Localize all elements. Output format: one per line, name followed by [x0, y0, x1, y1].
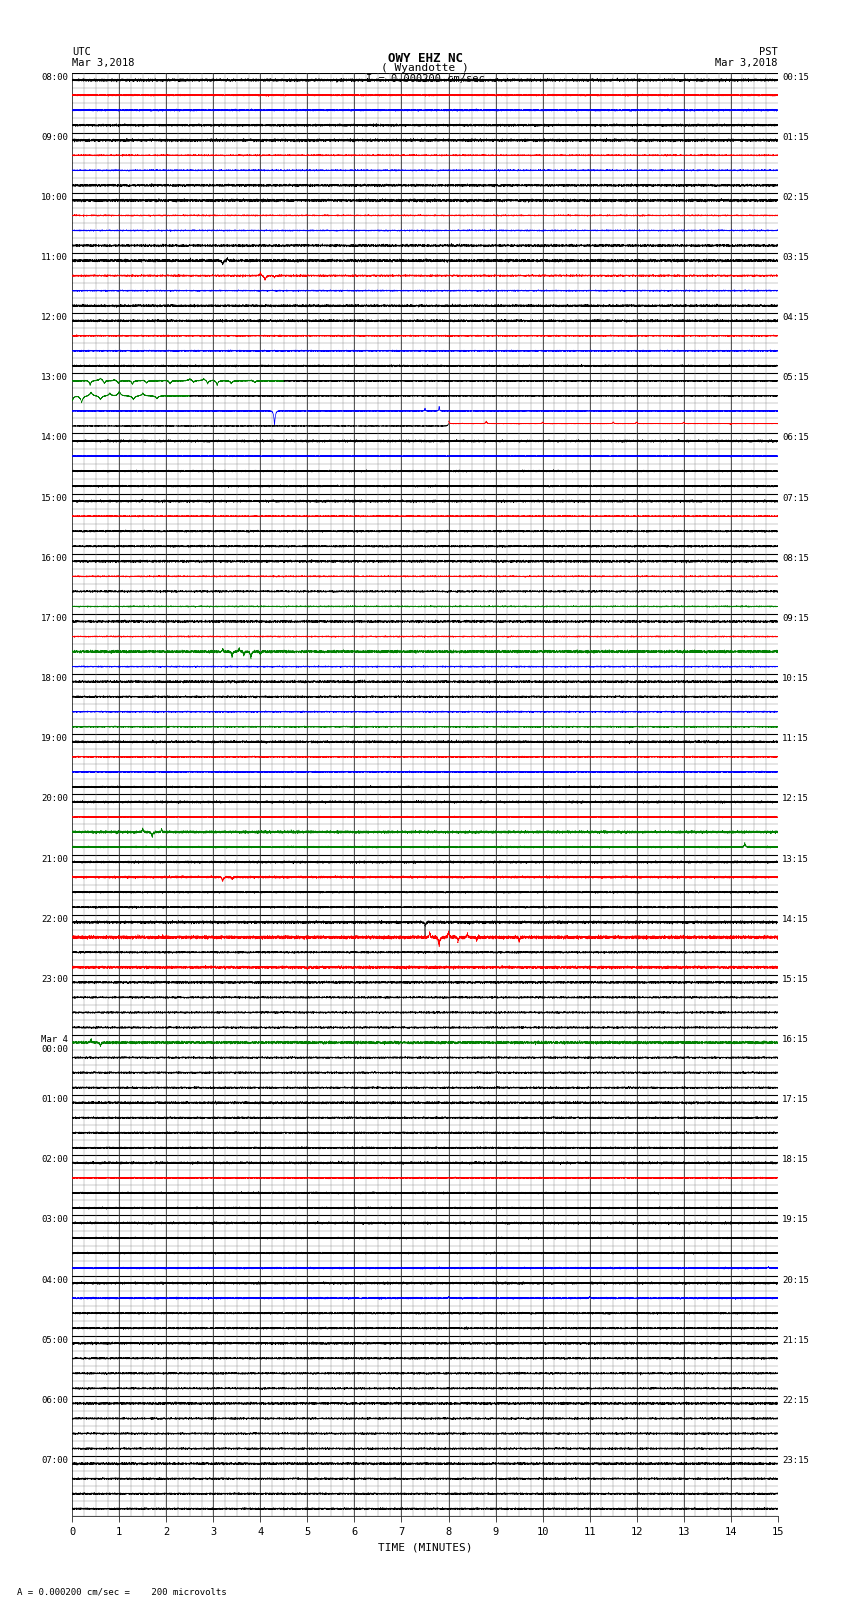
- Text: 18:00: 18:00: [41, 674, 68, 682]
- Text: 01:00: 01:00: [41, 1095, 68, 1105]
- Text: Mar 4
00:00: Mar 4 00:00: [41, 1036, 68, 1055]
- Text: OWY EHZ NC: OWY EHZ NC: [388, 52, 462, 65]
- Text: 13:00: 13:00: [41, 373, 68, 382]
- Text: 17:00: 17:00: [41, 615, 68, 623]
- Text: 03:00: 03:00: [41, 1216, 68, 1224]
- Text: 19:00: 19:00: [41, 734, 68, 744]
- Text: 23:15: 23:15: [782, 1457, 809, 1465]
- Text: 02:15: 02:15: [782, 194, 809, 202]
- Text: 01:15: 01:15: [782, 132, 809, 142]
- Text: PST: PST: [759, 47, 778, 56]
- Text: 11:15: 11:15: [782, 734, 809, 744]
- Text: 21:15: 21:15: [782, 1336, 809, 1345]
- Text: Mar 3,2018: Mar 3,2018: [72, 58, 135, 68]
- Text: 15:00: 15:00: [41, 494, 68, 503]
- X-axis label: TIME (MINUTES): TIME (MINUTES): [377, 1542, 473, 1552]
- Text: 16:00: 16:00: [41, 553, 68, 563]
- Text: 04:00: 04:00: [41, 1276, 68, 1284]
- Text: 08:00: 08:00: [41, 73, 68, 82]
- Text: 06:15: 06:15: [782, 434, 809, 442]
- Text: 05:00: 05:00: [41, 1336, 68, 1345]
- Text: A = 0.000200 cm/sec =    200 microvolts: A = 0.000200 cm/sec = 200 microvolts: [17, 1587, 227, 1597]
- Text: 06:00: 06:00: [41, 1395, 68, 1405]
- Text: Mar 3,2018: Mar 3,2018: [715, 58, 778, 68]
- Text: 08:15: 08:15: [782, 553, 809, 563]
- Text: UTC: UTC: [72, 47, 91, 56]
- Text: 20:15: 20:15: [782, 1276, 809, 1284]
- Text: 12:00: 12:00: [41, 313, 68, 323]
- Text: 10:00: 10:00: [41, 194, 68, 202]
- Text: 04:15: 04:15: [782, 313, 809, 323]
- Text: 18:15: 18:15: [782, 1155, 809, 1165]
- Text: 02:00: 02:00: [41, 1155, 68, 1165]
- Text: 19:15: 19:15: [782, 1216, 809, 1224]
- Text: 12:15: 12:15: [782, 795, 809, 803]
- Text: 14:15: 14:15: [782, 915, 809, 924]
- Text: 11:00: 11:00: [41, 253, 68, 261]
- Text: 05:15: 05:15: [782, 373, 809, 382]
- Text: 16:15: 16:15: [782, 1036, 809, 1044]
- Text: 23:00: 23:00: [41, 974, 68, 984]
- Text: 17:15: 17:15: [782, 1095, 809, 1105]
- Text: 09:00: 09:00: [41, 132, 68, 142]
- Text: 22:00: 22:00: [41, 915, 68, 924]
- Text: ( Wyandotte ): ( Wyandotte ): [381, 63, 469, 73]
- Text: 22:15: 22:15: [782, 1395, 809, 1405]
- Text: 20:00: 20:00: [41, 795, 68, 803]
- Text: 10:15: 10:15: [782, 674, 809, 682]
- Text: 07:00: 07:00: [41, 1457, 68, 1465]
- Text: 09:15: 09:15: [782, 615, 809, 623]
- Text: 07:15: 07:15: [782, 494, 809, 503]
- Text: 14:00: 14:00: [41, 434, 68, 442]
- Text: 21:00: 21:00: [41, 855, 68, 863]
- Text: 00:15: 00:15: [782, 73, 809, 82]
- Text: 13:15: 13:15: [782, 855, 809, 863]
- Text: I = 0.000200 cm/sec: I = 0.000200 cm/sec: [366, 74, 484, 84]
- Text: 03:15: 03:15: [782, 253, 809, 261]
- Text: 15:15: 15:15: [782, 974, 809, 984]
